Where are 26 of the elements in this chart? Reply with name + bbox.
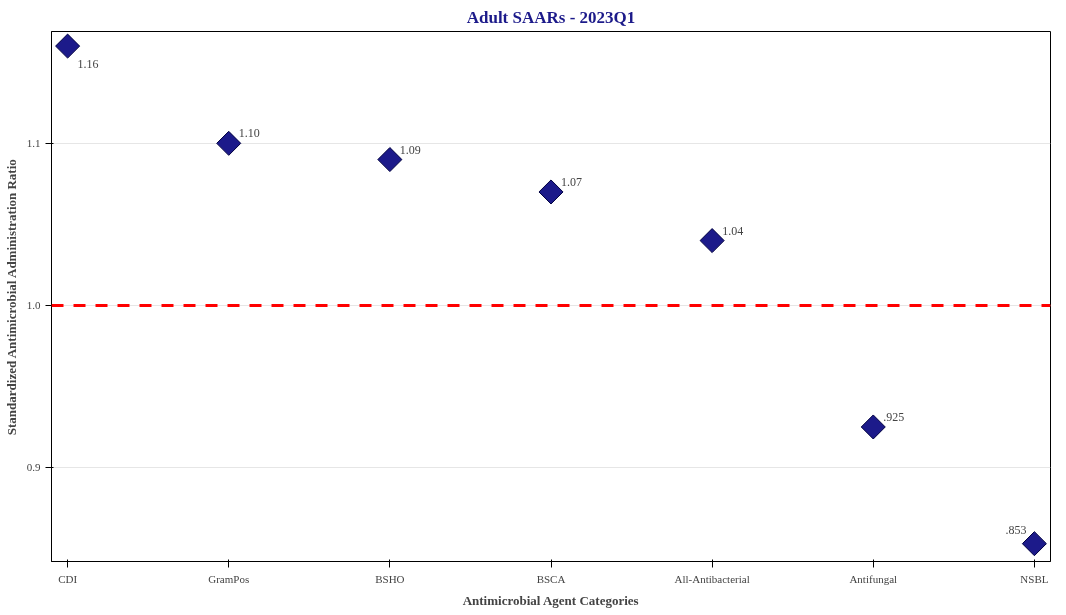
point bbox=[538, 179, 564, 205]
point bbox=[699, 228, 725, 254]
x-tick-label: BSCA bbox=[536, 572, 566, 585]
data-label: 1.09 bbox=[399, 142, 421, 157]
y-tick-label: 1.1 bbox=[26, 136, 41, 149]
point bbox=[377, 147, 403, 173]
x-tick-label: GramPos bbox=[208, 572, 250, 585]
data-label: .925 bbox=[883, 409, 905, 424]
x-tick-label: Antifungal bbox=[849, 572, 898, 585]
point bbox=[55, 33, 81, 59]
chart-title: Adult SAARs - 2023Q1 bbox=[466, 7, 636, 27]
x-tick-label: CDI bbox=[58, 572, 78, 585]
y-axis-title: Standardized Antimicrobial Administration Ratio bbox=[3, 159, 19, 436]
y-tick-label: 1.0 bbox=[26, 298, 41, 311]
data-label: 1.10 bbox=[238, 126, 260, 141]
data-label: 1.16 bbox=[77, 57, 99, 72]
data-label: .853 bbox=[1005, 522, 1027, 537]
x-axis-title: Antimicrobial Agent Categories bbox=[462, 592, 639, 608]
point bbox=[860, 414, 886, 440]
x-tick-label: All-Antibacterial bbox=[674, 572, 750, 585]
data-label: 1.07 bbox=[561, 174, 582, 189]
y-tick-label: 0.9 bbox=[26, 460, 41, 473]
x-tick-label: NSBL bbox=[1020, 572, 1049, 585]
x-tick-label: BSHO bbox=[375, 572, 405, 585]
data-label: 1.04 bbox=[722, 223, 744, 238]
point bbox=[216, 130, 242, 156]
